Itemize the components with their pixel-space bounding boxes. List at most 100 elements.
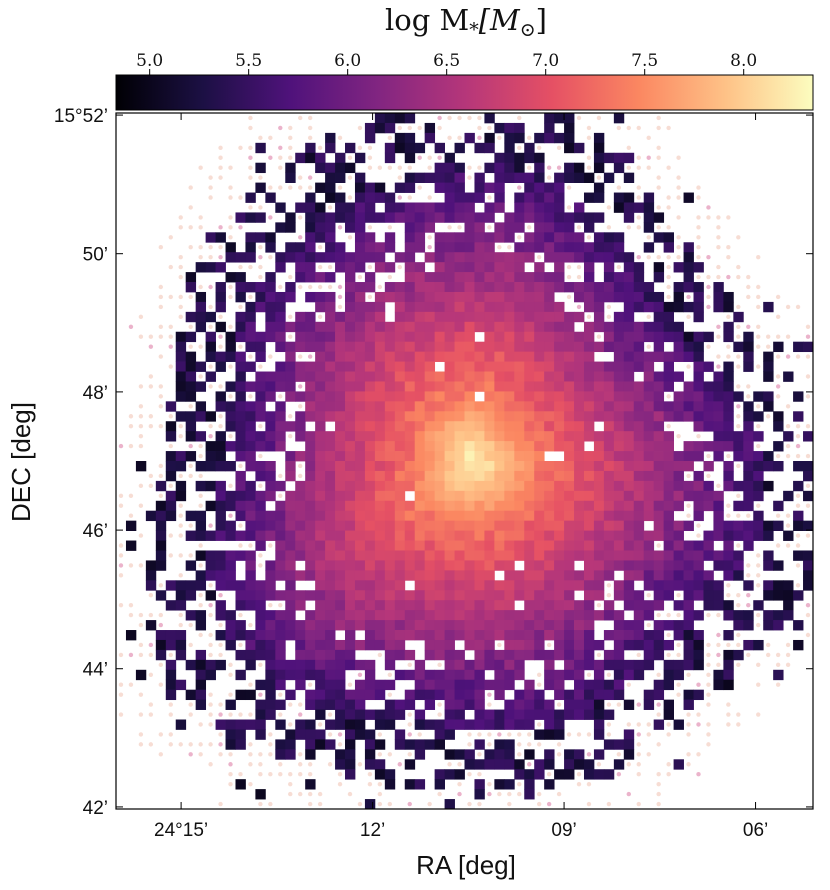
map-cell bbox=[643, 630, 655, 641]
faint-marker bbox=[397, 195, 402, 200]
faint-marker bbox=[128, 513, 134, 518]
map-cell bbox=[673, 500, 684, 512]
faint-marker bbox=[218, 225, 223, 230]
faint-marker bbox=[636, 722, 641, 727]
map-cell bbox=[345, 659, 356, 671]
map-cell bbox=[593, 401, 605, 412]
faint-marker bbox=[278, 712, 283, 717]
map-cell bbox=[653, 560, 665, 571]
faint-marker bbox=[248, 394, 253, 399]
map-cell bbox=[414, 202, 426, 213]
map-cell bbox=[494, 272, 505, 283]
map-cell bbox=[514, 590, 525, 601]
faint-marker bbox=[168, 732, 173, 737]
map-cell bbox=[255, 490, 266, 502]
map-cell bbox=[693, 639, 704, 651]
map-cell bbox=[733, 480, 744, 492]
map-cell bbox=[165, 639, 177, 651]
map-cell bbox=[295, 669, 306, 681]
map-cell bbox=[464, 401, 475, 412]
faint-marker bbox=[656, 254, 661, 260]
map-cell bbox=[285, 500, 296, 512]
map-cell bbox=[743, 500, 754, 512]
map-cell bbox=[354, 620, 366, 631]
faint-marker bbox=[208, 652, 213, 658]
map-cell bbox=[574, 679, 585, 691]
map-cell bbox=[354, 301, 366, 313]
map-cell bbox=[534, 162, 545, 174]
faint-marker bbox=[178, 304, 183, 310]
map-cell bbox=[763, 451, 774, 462]
map-cell bbox=[474, 232, 485, 243]
map-cell bbox=[544, 779, 555, 790]
map-cell bbox=[663, 540, 674, 551]
map-cell bbox=[583, 262, 595, 273]
map-cell bbox=[494, 301, 505, 313]
faint-marker bbox=[298, 752, 303, 757]
map-cell bbox=[564, 480, 575, 492]
map-cell bbox=[534, 530, 545, 541]
map-cell bbox=[345, 351, 356, 362]
map-cell bbox=[484, 132, 495, 144]
map-cell bbox=[514, 689, 525, 701]
map-cell bbox=[514, 431, 525, 442]
map-cell bbox=[653, 639, 665, 651]
map-cell bbox=[653, 620, 665, 631]
map-cell bbox=[175, 381, 187, 392]
map-cell bbox=[514, 152, 525, 164]
map-cell bbox=[683, 401, 694, 412]
faint-marker bbox=[606, 672, 612, 677]
faint-marker bbox=[626, 722, 631, 727]
map-cell bbox=[295, 570, 306, 581]
map-cell bbox=[235, 580, 246, 591]
faint-marker bbox=[775, 662, 781, 668]
map-cell bbox=[464, 301, 475, 313]
map-cell bbox=[683, 560, 694, 571]
map-cell bbox=[793, 461, 804, 472]
faint-marker bbox=[118, 443, 124, 449]
map-cell bbox=[504, 470, 515, 482]
map-cell bbox=[713, 381, 724, 392]
map-cell bbox=[613, 620, 625, 631]
map-cell bbox=[285, 212, 296, 223]
faint-marker bbox=[258, 175, 263, 180]
map-cell bbox=[454, 381, 465, 392]
map-cell bbox=[444, 252, 455, 263]
map-cell bbox=[444, 341, 455, 353]
faint-marker bbox=[676, 682, 681, 687]
map-cell bbox=[195, 321, 207, 333]
map-cell bbox=[484, 580, 495, 591]
map-cell bbox=[623, 401, 635, 412]
map-cell bbox=[175, 719, 187, 730]
map-cell bbox=[295, 659, 306, 671]
map-cell bbox=[723, 291, 734, 303]
faint-marker bbox=[367, 155, 373, 160]
faint-marker bbox=[706, 473, 711, 479]
faint-marker bbox=[517, 145, 522, 150]
map-cell bbox=[713, 291, 724, 303]
map-cell bbox=[544, 202, 555, 213]
map-cell bbox=[315, 600, 326, 611]
map-cell bbox=[424, 540, 436, 551]
map-cell bbox=[225, 719, 236, 730]
map-cell bbox=[404, 172, 416, 183]
map-cell bbox=[325, 252, 336, 263]
map-cell bbox=[404, 560, 416, 571]
map-cell bbox=[464, 232, 475, 243]
map-cell bbox=[564, 769, 575, 780]
map-cell bbox=[454, 580, 465, 591]
map-cell bbox=[394, 301, 406, 313]
map-cell bbox=[524, 172, 535, 183]
map-cell bbox=[345, 212, 356, 223]
map-cell bbox=[235, 550, 246, 561]
faint-marker bbox=[527, 732, 532, 737]
map-cell bbox=[554, 441, 565, 452]
faint-marker bbox=[168, 483, 173, 489]
map-cell bbox=[235, 729, 246, 740]
faint-marker bbox=[238, 344, 243, 349]
faint-marker bbox=[527, 742, 532, 747]
map-cell bbox=[613, 311, 625, 323]
faint-marker bbox=[198, 225, 203, 230]
map-cell bbox=[643, 202, 655, 213]
map-cell bbox=[753, 530, 764, 541]
